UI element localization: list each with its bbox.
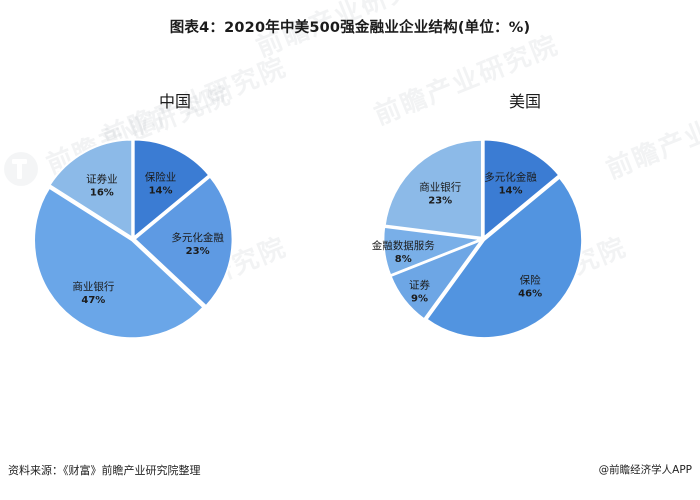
slice-value-label: 47%: [81, 295, 105, 306]
pie-slice[interactable]: [33, 186, 205, 340]
pie-slice-label: 多元化金融 23%: [171, 231, 224, 257]
slice-category-label: 商业银行: [419, 180, 461, 193]
slice-value-label: 14%: [149, 185, 173, 196]
pie-panel-china: 中国 保险业 14% 多元化金融 23% 商业银行 47% 证券业 16%: [0, 60, 350, 420]
pie-title-china: 中国: [158, 92, 191, 111]
slice-category-label: 保险: [520, 273, 542, 286]
slice-value-label: 46%: [518, 288, 542, 299]
source-note: 资料来源：《财富》前瞻产业研究院整理: [8, 464, 201, 477]
pie-slice-label: 保险 46%: [518, 273, 542, 299]
slice-category-label: 多元化金融: [484, 170, 537, 183]
pie-slice[interactable]: [425, 176, 584, 340]
slice-value-label: 14%: [499, 185, 523, 196]
slice-value-label: 23%: [428, 195, 452, 206]
slice-value-label: 23%: [186, 246, 210, 257]
pie-title-usa: 美国: [508, 92, 541, 111]
pie-slice-label: 证券业 16%: [86, 172, 118, 198]
pie-slice-label: 多元化金融 14%: [484, 170, 537, 196]
slice-category-label: 保险业: [145, 170, 177, 183]
slice-category-label: 证券: [409, 278, 430, 291]
slice-value-label: 8%: [395, 254, 412, 265]
pie-chart-usa: 多元化金融 14% 保险 46% 证券 9% 金融数据服务 8% 商业银行 23%: [350, 118, 700, 418]
footer: 资料来源：《财富》前瞻产业研究院整理 @前瞻经济学人APP: [0, 454, 700, 500]
pie-slice-label: 商业银行 47%: [72, 280, 114, 306]
pie-chart-china: 保险业 14% 多元化金融 23% 商业银行 47% 证券业 16%: [0, 118, 350, 418]
page-title: 图表4：2020年中美500强金融业企业结构(单位：%): [169, 20, 531, 36]
slice-value-label: 16%: [90, 187, 114, 198]
pie-slice[interactable]: [382, 225, 482, 277]
pie-slice-label: 保险业 14%: [145, 170, 177, 196]
pie-slice[interactable]: [132, 138, 211, 240]
slice-category-label: 金融数据服务: [372, 239, 435, 252]
pie-slice-label: 商业银行 23%: [419, 180, 461, 206]
pie-slice[interactable]: [383, 138, 483, 239]
pie-slice[interactable]: [48, 138, 134, 240]
pie-slice[interactable]: [133, 175, 234, 308]
slice-category-label: 证券业: [86, 172, 118, 185]
pie-svg-china: 保险业 14% 多元化金融 23% 商业银行 47% 证券业 16%: [33, 138, 234, 340]
pie-slice[interactable]: [482, 138, 561, 240]
pie-slice-label: 金融数据服务 8%: [372, 239, 435, 265]
slice-value-label: 9%: [411, 293, 428, 304]
pie-panel-usa: 美国 多元化金融 14% 保险 46% 证券 9% 金融数据服务 8% 商业银行 23%: [350, 60, 700, 420]
app-attribution: @前瞻经济学人APP: [598, 464, 692, 476]
pie-slice-label: 证券 9%: [409, 278, 430, 304]
charts-container: 中国 保险业 14% 多元化金融 23% 商业银行 47% 证券业 16% 美国 多元化金融 1…: [0, 60, 700, 420]
pie-svg-usa: 多元化金融 14% 保险 46% 证券 9% 金融数据服务 8% 商业银行 23%: [372, 138, 584, 340]
slice-category-label: 多元化金融: [171, 231, 224, 244]
slice-category-label: 商业银行: [72, 280, 114, 293]
